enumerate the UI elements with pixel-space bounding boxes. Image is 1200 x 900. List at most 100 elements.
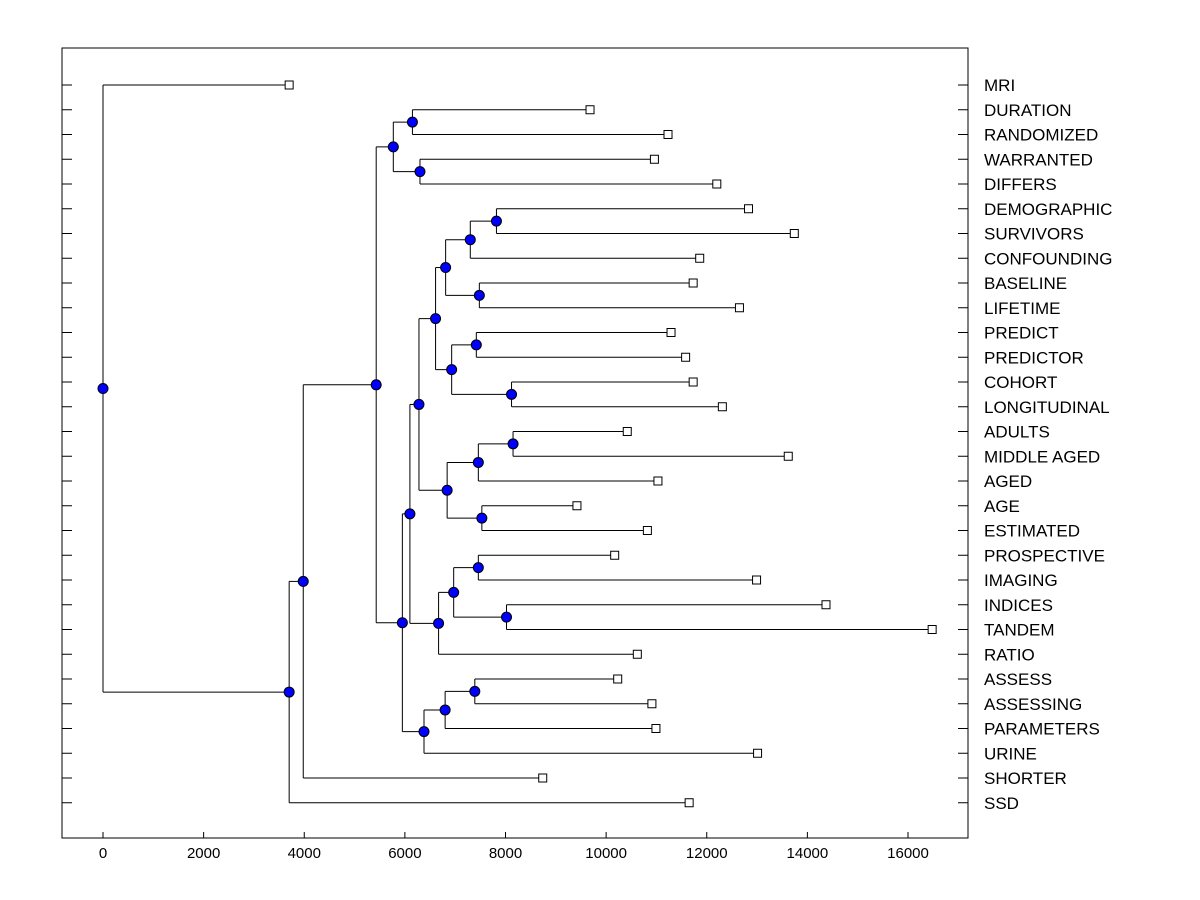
merge-node-n18 [501, 611, 513, 623]
leaf-label-18: ESTIMATED [984, 522, 1080, 541]
leaf-label-19: PROSPECTIVE [984, 546, 1105, 565]
x-tick-label-4: 8000 [489, 845, 522, 862]
merge-node-n24 [418, 726, 430, 738]
merge-node-n6 [473, 289, 485, 301]
leaf-marker-17 [572, 501, 582, 511]
x-tick-labels: 0 2000 4000 6000 8000 10000 12000 14000 16000 [99, 845, 929, 862]
merge-node-n27 [297, 575, 309, 587]
merge-node-n26 [370, 379, 382, 391]
leaf-marker-22 [927, 625, 937, 634]
leaf-markers [284, 80, 937, 808]
leaf-marker-2 [663, 130, 673, 139]
leaf-marker-14 [622, 427, 632, 436]
x-tick-label-0: 0 [99, 845, 107, 862]
merge-node-n2 [414, 166, 426, 178]
merge-node-n19 [448, 586, 460, 598]
leaf-label-9: LIFETIME [984, 299, 1061, 318]
leaf-marker-27 [753, 748, 763, 758]
merge-node-n23 [439, 704, 451, 716]
x-tick-label-6: 12000 [686, 845, 728, 862]
leaf-label-21: INDICES [984, 596, 1053, 615]
merge-node-n21 [404, 508, 416, 520]
leaf-label-1: DURATION [984, 101, 1072, 120]
leaf-marker-23 [632, 649, 642, 659]
leaf-label-28: SHORTER [984, 769, 1067, 788]
leaf-label-23: RATIO [984, 645, 1035, 664]
leaf-label-8: BASELINE [984, 274, 1067, 293]
merge-node-n16 [413, 398, 425, 410]
x-tick-label-7: 14000 [787, 845, 829, 862]
merge-node-n3 [387, 141, 399, 153]
leaf-label-4: DIFFERS [984, 175, 1057, 194]
leaf-label-16: AGED [984, 472, 1032, 491]
x-tick-label-2: 4000 [288, 845, 321, 862]
leaf-label-22: TANDEM [984, 621, 1055, 640]
leaf-label-2: RANDOMIZED [984, 126, 1098, 145]
leaf-label-27: URINE [984, 744, 1037, 763]
merge-node-n9 [506, 388, 518, 400]
leaf-marker-15 [783, 451, 793, 461]
leaf-marker-6 [789, 229, 799, 238]
leaf-label-15: MIDDLE AGED [984, 447, 1100, 466]
merge-node-n4 [490, 215, 502, 227]
leaf-marker-25 [647, 699, 657, 709]
leaf-label-7: CONFOUNDING [984, 249, 1112, 268]
leaf-marker-11 [681, 352, 691, 362]
x-tick-label-5: 10000 [585, 845, 627, 862]
leaf-marker-18 [642, 526, 652, 535]
leaf-label-20: IMAGING [984, 571, 1058, 590]
leaf-label-11: PREDICTOR [984, 348, 1084, 367]
leaf-marker-12 [688, 377, 698, 387]
merge-node-n10 [446, 364, 458, 376]
merge-node-n7 [440, 262, 452, 274]
leaf-label-29: SSD [984, 794, 1019, 813]
leaf-marker-1 [585, 105, 595, 115]
leaf-marker-24 [613, 674, 623, 684]
leaf-label-25: ASSESSING [984, 695, 1082, 714]
leaf-label-24: ASSESS [984, 670, 1052, 689]
leaf-marker-20 [752, 575, 762, 585]
leaf-marker-5 [744, 204, 754, 214]
leaf-marker-29 [684, 798, 694, 808]
leaf-label-26: PARAMETERS [984, 720, 1100, 739]
merge-node-n11 [430, 313, 442, 325]
merge-node-n8 [470, 339, 482, 351]
merge-node-n1 [406, 116, 418, 128]
x-tick-label-1: 2000 [187, 845, 220, 862]
leaf-label-3: WARRANTED [984, 150, 1093, 169]
merge-node-n20 [433, 617, 445, 629]
leaf-marker-13 [717, 402, 727, 412]
leaf-label-10: PREDICT [984, 324, 1059, 343]
x-tick-label-8: 16000 [887, 845, 929, 862]
leaf-label-6: SURVIVORS [984, 225, 1084, 244]
leaf-label-17: AGE [984, 497, 1020, 516]
leaf-marker-21 [821, 600, 831, 610]
leaf-marker-16 [653, 476, 663, 486]
leaf-marker-9 [734, 303, 744, 313]
merge-node-n13 [472, 456, 484, 468]
merge-node-n29 [97, 383, 109, 395]
merge-node-n25 [396, 617, 408, 629]
leaf-marker-28 [538, 773, 548, 783]
leaf-label-14: ADULTS [984, 423, 1050, 442]
merge-nodes [97, 116, 519, 738]
leaf-label-0: MRI [984, 76, 1015, 95]
axis-ticks [62, 84, 968, 838]
plot-frame [61, 47, 969, 839]
leaf-label-13: LONGITUDINAL [984, 398, 1110, 417]
leaf-marker-19 [610, 550, 620, 560]
leaf-marker-26 [651, 724, 661, 733]
leaf-marker-7 [695, 253, 705, 263]
leaf-label-12: COHORT [984, 373, 1057, 392]
leaf-marker-3 [649, 154, 659, 164]
merge-node-n5 [464, 234, 476, 246]
merge-node-n17 [472, 562, 484, 574]
x-tick-label-3: 6000 [388, 845, 421, 862]
leaf-marker-4 [712, 179, 722, 189]
leaf-label-5: DEMOGRAPHIC [984, 200, 1112, 219]
merge-node-n28 [283, 686, 295, 698]
leaf-marker-0 [284, 80, 294, 90]
leaf-labels: MRI DURATION RANDOMIZED WARRANTED DIFFERS DEM… [984, 76, 1112, 813]
leaf-marker-8 [688, 278, 698, 288]
